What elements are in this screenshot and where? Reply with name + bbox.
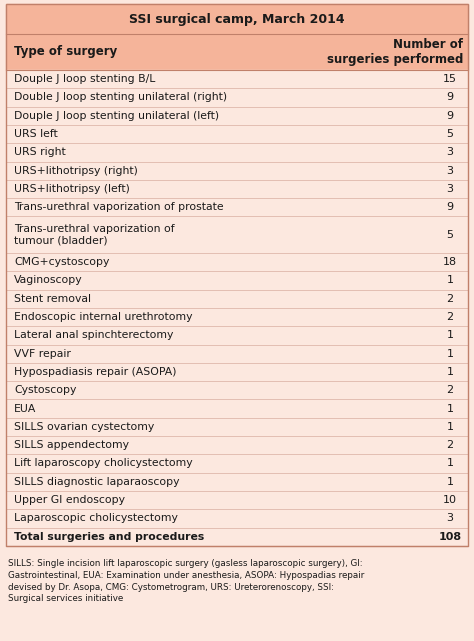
Text: 3: 3 — [447, 184, 454, 194]
Text: 2: 2 — [447, 312, 454, 322]
Text: Number of
surgeries performed: Number of surgeries performed — [327, 38, 463, 66]
Text: SILLS ovarian cystectomy: SILLS ovarian cystectomy — [14, 422, 154, 432]
Text: 3: 3 — [447, 147, 454, 157]
Text: Vaginoscopy: Vaginoscopy — [14, 276, 82, 285]
Text: 1: 1 — [447, 404, 454, 413]
Bar — [6, 4, 468, 546]
Bar — [6, 198, 468, 217]
Text: 18: 18 — [443, 257, 457, 267]
Bar — [6, 344, 468, 363]
Text: Douple J loop stenting B/L: Douple J loop stenting B/L — [14, 74, 155, 84]
Bar — [6, 509, 468, 528]
Text: 1: 1 — [447, 330, 454, 340]
Text: 2: 2 — [447, 294, 454, 304]
Bar — [6, 106, 468, 125]
Text: Hypospadiasis repair (ASOPA): Hypospadiasis repair (ASOPA) — [14, 367, 176, 377]
Text: Laparoscopic cholicystectomy: Laparoscopic cholicystectomy — [14, 513, 178, 524]
Text: 10: 10 — [443, 495, 457, 505]
Bar — [6, 491, 468, 509]
Text: 3: 3 — [447, 513, 454, 524]
Bar — [6, 308, 468, 326]
Text: 1: 1 — [447, 477, 454, 487]
Bar — [6, 162, 468, 180]
Text: 1: 1 — [447, 422, 454, 432]
Bar — [6, 454, 468, 472]
Text: 3: 3 — [447, 165, 454, 176]
Bar — [6, 180, 468, 198]
Bar — [6, 472, 468, 491]
Text: Lift laparoscopy cholicystectomy: Lift laparoscopy cholicystectomy — [14, 458, 192, 469]
Text: URS right: URS right — [14, 147, 66, 157]
Bar — [6, 290, 468, 308]
Text: 1: 1 — [447, 276, 454, 285]
Bar — [6, 34, 468, 70]
Text: 15: 15 — [443, 74, 457, 84]
Text: Total surgeries and procedures: Total surgeries and procedures — [14, 531, 204, 542]
Bar — [6, 88, 468, 106]
Text: Stent removal: Stent removal — [14, 294, 91, 304]
Text: VVF repair: VVF repair — [14, 349, 71, 359]
Text: 2: 2 — [447, 385, 454, 395]
Text: Trans-urethral vaporization of
tumour (bladder): Trans-urethral vaporization of tumour (b… — [14, 224, 174, 246]
Text: 5: 5 — [447, 129, 454, 139]
Text: 1: 1 — [447, 349, 454, 359]
Bar — [6, 418, 468, 436]
Text: URS+lithotripsy (right): URS+lithotripsy (right) — [14, 165, 138, 176]
Bar — [6, 528, 468, 546]
Bar — [6, 363, 468, 381]
Text: Cystoscopy: Cystoscopy — [14, 385, 76, 395]
Text: 108: 108 — [438, 531, 462, 542]
Text: URS left: URS left — [14, 129, 58, 139]
Bar — [6, 399, 468, 418]
Bar — [6, 253, 468, 271]
Bar — [6, 381, 468, 399]
Bar — [6, 271, 468, 290]
Bar — [6, 4, 468, 34]
Bar — [6, 143, 468, 162]
Text: 9: 9 — [447, 111, 454, 121]
Text: 9: 9 — [447, 203, 454, 212]
Bar — [6, 70, 468, 88]
Bar — [6, 217, 468, 253]
Text: URS+lithotripsy (left): URS+lithotripsy (left) — [14, 184, 130, 194]
Text: Endoscopic internal urethrotomy: Endoscopic internal urethrotomy — [14, 312, 192, 322]
Text: CMG+cystoscopy: CMG+cystoscopy — [14, 257, 109, 267]
Text: SILLS diagnostic laparaoscopy: SILLS diagnostic laparaoscopy — [14, 477, 180, 487]
Text: Trans-urethral vaporization of prostate: Trans-urethral vaporization of prostate — [14, 203, 224, 212]
Text: Lateral anal spinchterectomy: Lateral anal spinchterectomy — [14, 330, 173, 340]
Bar — [6, 125, 468, 143]
Bar — [6, 436, 468, 454]
Text: 9: 9 — [447, 92, 454, 103]
Text: SILLS appendectomy: SILLS appendectomy — [14, 440, 129, 450]
Text: Upper GI endoscopy: Upper GI endoscopy — [14, 495, 125, 505]
Text: 5: 5 — [447, 229, 454, 240]
Text: SILLS: Single incision lift laparoscopic surgery (gasless laparoscopic surgery),: SILLS: Single incision lift laparoscopic… — [8, 559, 365, 603]
Text: 1: 1 — [447, 458, 454, 469]
Bar — [6, 326, 468, 344]
Text: 2: 2 — [447, 440, 454, 450]
Text: Type of surgery: Type of surgery — [14, 46, 117, 58]
Text: SSI surgical camp, March 2014: SSI surgical camp, March 2014 — [129, 13, 345, 26]
Text: Double J loop stenting unilateral (right): Double J loop stenting unilateral (right… — [14, 92, 227, 103]
Text: Douple J loop stenting unilateral (left): Douple J loop stenting unilateral (left) — [14, 111, 219, 121]
Text: 1: 1 — [447, 367, 454, 377]
Text: EUA: EUA — [14, 404, 36, 413]
